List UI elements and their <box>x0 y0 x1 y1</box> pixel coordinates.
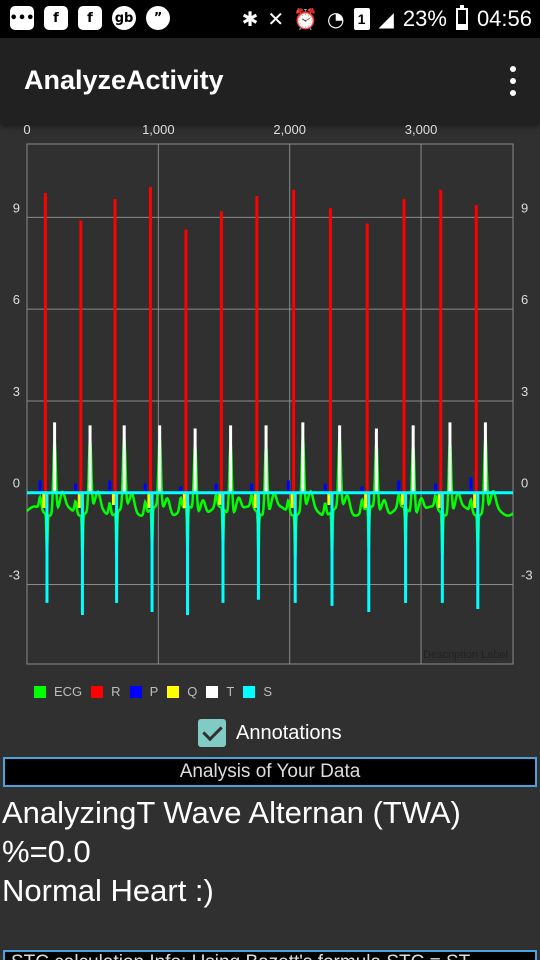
legend-item-ecg: ECG <box>34 684 82 699</box>
legend-swatch <box>243 685 256 698</box>
x-tick-label: 2,000 <box>273 122 306 137</box>
y-tick-label-right: -3 <box>521 567 533 582</box>
battery-icon <box>455 5 468 30</box>
x-tick-label: 1,000 <box>142 122 175 137</box>
legend-swatch <box>91 685 104 698</box>
app-title: AnalyzeActivity <box>24 65 224 95</box>
gb-icon: gb <box>112 6 136 30</box>
alarm-icon: ⏰ <box>293 7 319 31</box>
x-tick-label: 3,000 <box>405 122 438 137</box>
y-tick-label-left: -3 <box>8 567 20 582</box>
annotations-label: Annotations <box>236 721 342 744</box>
clock: 04:56 <box>476 6 532 31</box>
legend-swatch <box>129 685 142 698</box>
description-label: Description Label <box>423 649 508 661</box>
notification-icons: ••• f f gb ” <box>10 6 170 30</box>
sim-icon: 1 <box>353 8 370 30</box>
plot-frame <box>26 143 514 665</box>
facebook-icon: f <box>78 6 102 30</box>
wifi-icon: ◔ <box>327 7 345 31</box>
heart-status: Normal Heart :) <box>2 873 214 908</box>
twa-percent: %=0.0 <box>2 834 91 869</box>
signal-icon: ◢ <box>378 7 394 31</box>
legend-label: S <box>263 684 272 699</box>
twa-title: AnalyzingT Wave Alternan (TWA) <box>2 795 461 830</box>
legend-swatch <box>206 685 219 698</box>
legend-swatch <box>167 685 180 698</box>
overflow-menu-icon[interactable] <box>506 66 520 96</box>
y-tick-label-left: 6 <box>13 292 20 307</box>
x-tick-label: 0 <box>23 122 30 137</box>
system-icons: ✱ ✕ ⏰ ◔ 1 ◢ 23% 04:56 <box>242 0 532 38</box>
legend-label: T <box>226 684 235 699</box>
legend-item-q: Q <box>167 684 197 699</box>
annotations-checkbox[interactable] <box>198 719 226 747</box>
y-tick-label-left: 3 <box>13 384 20 399</box>
legend-item-r: R <box>91 684 121 699</box>
y-tick-label-right: 9 <box>521 200 528 215</box>
facebook-icon: f <box>44 6 68 30</box>
y-tick-label-left: 0 <box>13 476 20 491</box>
legend-label: ECG <box>54 684 83 699</box>
y-tick-label-right: 6 <box>521 292 528 307</box>
y-tick-label-left: 9 <box>13 200 20 215</box>
app-bar: AnalyzeActivity <box>0 38 540 124</box>
messages-icon: ••• <box>10 6 34 30</box>
y-tick-label-right: 0 <box>521 476 528 491</box>
mute-icon: ✕ <box>267 7 285 31</box>
legend-swatch <box>34 685 46 698</box>
analysis-header: Analysis of Your Data <box>3 757 537 787</box>
legend-label: Q <box>187 684 198 699</box>
battery-percent: 23% <box>402 6 447 31</box>
status-bar: ••• f f gb ” ✱ ✕ ⏰ ◔ 1 ◢ 23% 04:56 <box>0 0 540 38</box>
ecg-chart[interactable]: 0 1,000 2,000 3,000 9 9 6 6 3 3 0 0 -3 -3 Description … <box>0 118 540 680</box>
chart-legend: ECG R P Q T S <box>34 684 281 699</box>
legend-label: P <box>149 684 159 699</box>
series-ecg-line <box>26 434 514 562</box>
legend-label: R <box>111 684 121 699</box>
stc-info-box: STC calculation Info: Using Bazett's for… <box>3 950 537 960</box>
y-tick-label-right: 3 <box>521 384 528 399</box>
legend-item-p: P <box>129 684 159 699</box>
legend-item-t: T <box>206 684 234 699</box>
annotations-toggle[interactable]: Annotations <box>198 719 342 747</box>
chat-icon: ” <box>146 6 170 30</box>
legend-item-s: S <box>243 684 272 699</box>
bluetooth-icon: ✱ <box>241 7 259 31</box>
